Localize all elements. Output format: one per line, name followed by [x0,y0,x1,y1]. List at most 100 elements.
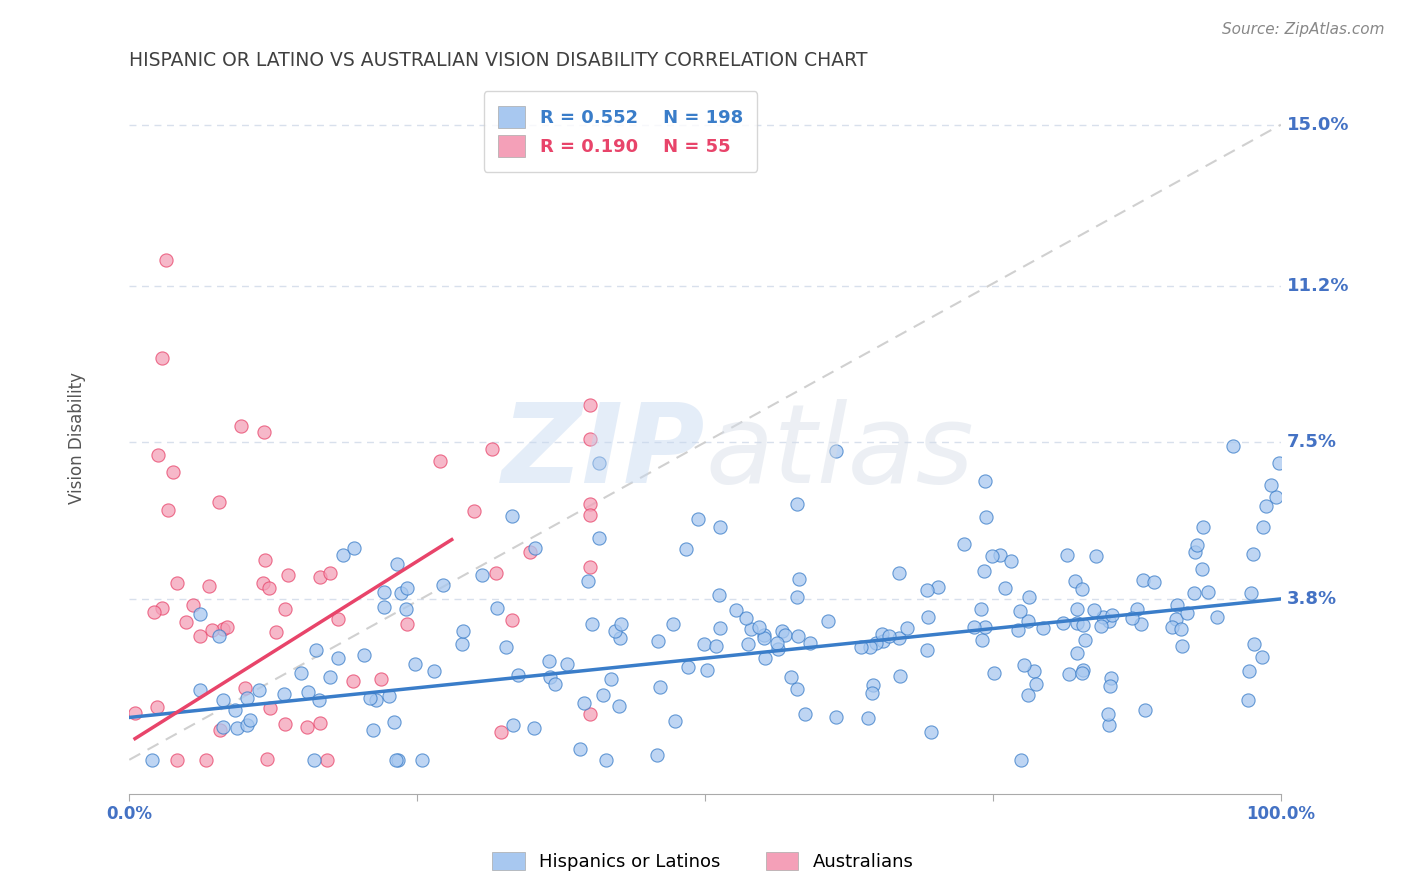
Point [198,579,221,593]
Point [451,637,474,651]
Point [647,748,669,763]
Point [273,687,295,701]
Point [709,621,731,635]
Point [1182,586,1205,600]
Point [305,643,328,657]
Point [208,723,231,737]
Point [849,640,872,655]
Point [870,627,893,641]
Point [235,691,257,706]
Point [1205,610,1227,624]
Point [825,444,848,458]
Point [693,637,716,651]
Point [787,629,810,643]
Point [970,602,993,616]
Point [1191,519,1213,533]
Text: atlas: atlas [704,399,974,506]
Point [1084,549,1107,564]
Point [235,717,257,731]
Point [1007,623,1029,637]
Point [927,581,949,595]
Point [1268,457,1291,471]
Point [865,636,887,650]
Point [146,448,169,462]
Point [1012,658,1035,673]
Point [485,566,508,580]
Point [1251,520,1274,534]
Point [1101,607,1123,622]
Point [364,693,387,707]
Point [304,753,326,767]
Point [274,716,297,731]
Point [252,575,274,590]
Point [224,703,246,717]
Point [361,723,384,738]
Point [704,639,727,653]
Point [917,610,939,624]
Point [860,685,883,699]
Point [1052,616,1074,631]
Point [1170,622,1192,636]
Point [1166,599,1188,613]
Point [387,753,409,767]
Point [150,601,173,615]
Legend: R = 0.552    N = 198, R = 0.190    N = 55: R = 0.552 N = 198, R = 0.190 N = 55 [484,91,758,171]
Point [212,692,235,706]
Point [970,633,993,648]
Point [451,624,474,639]
Point [1240,586,1263,600]
Point [1239,665,1261,679]
Point [676,660,699,674]
Point [502,718,524,732]
Point [188,683,211,698]
Point [579,433,602,447]
Point [858,710,880,724]
Point [495,640,517,655]
Point [569,742,592,756]
Point [877,629,900,643]
Point [188,607,211,622]
Point [766,641,789,656]
Point [423,665,446,679]
Text: 3.8%: 3.8% [1286,590,1337,608]
Point [226,721,249,735]
Point [143,605,166,619]
Point [297,721,319,735]
Point [316,753,339,767]
Point [709,519,731,533]
Point [201,624,224,638]
Point [1066,616,1088,631]
Point [501,508,523,523]
Point [297,685,319,699]
Point [343,541,366,555]
Point [359,690,381,705]
Point [485,601,508,615]
Point [378,689,401,703]
Point [1056,548,1078,562]
Point [786,590,808,604]
Point [607,698,630,713]
Point [404,657,426,672]
Point [595,753,617,767]
Point [555,657,578,672]
Point [1024,665,1046,679]
Point [166,753,188,767]
Point [920,725,942,739]
Point [973,620,995,634]
Point [141,753,163,767]
Point [1025,676,1047,690]
Point [988,548,1011,562]
Point [1098,717,1121,731]
Point [389,585,412,599]
Point [588,531,610,545]
Point [799,636,821,650]
Point [579,508,602,523]
Point [824,710,846,724]
Point [208,495,231,509]
Point [212,720,235,734]
Point [308,716,330,731]
Point [264,624,287,639]
Point [1260,477,1282,491]
Point [1197,585,1219,599]
Point [588,456,610,470]
